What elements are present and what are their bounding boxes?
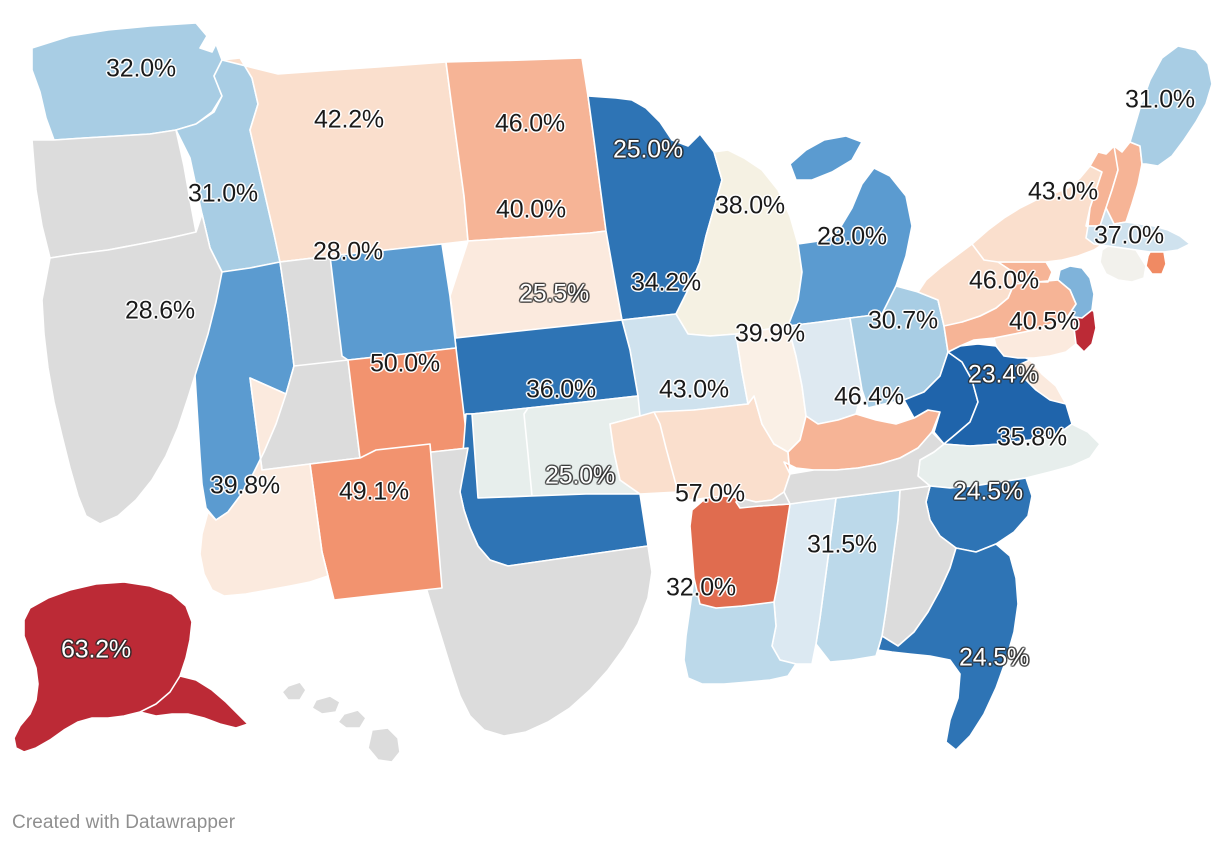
state-ct[interactable] xyxy=(1099,245,1147,283)
state-hi[interactable] xyxy=(281,681,401,763)
state-wa[interactable] xyxy=(31,22,223,141)
states-group xyxy=(13,22,1213,763)
state-ca[interactable] xyxy=(41,213,223,525)
datawrapper-credit: Created with Datawrapper xyxy=(12,812,236,833)
state-az[interactable] xyxy=(199,377,329,597)
state-ar[interactable] xyxy=(689,495,791,609)
state-tn[interactable] xyxy=(735,431,945,509)
state-fl[interactable] xyxy=(877,543,1019,751)
state-ri[interactable] xyxy=(1145,251,1167,275)
state-ak[interactable] xyxy=(13,581,249,753)
state-me[interactable] xyxy=(1129,45,1213,167)
state-nd[interactable] xyxy=(445,57,607,242)
state-sd[interactable] xyxy=(449,230,623,339)
state-co[interactable] xyxy=(347,347,469,459)
state-nm[interactable] xyxy=(309,443,443,601)
